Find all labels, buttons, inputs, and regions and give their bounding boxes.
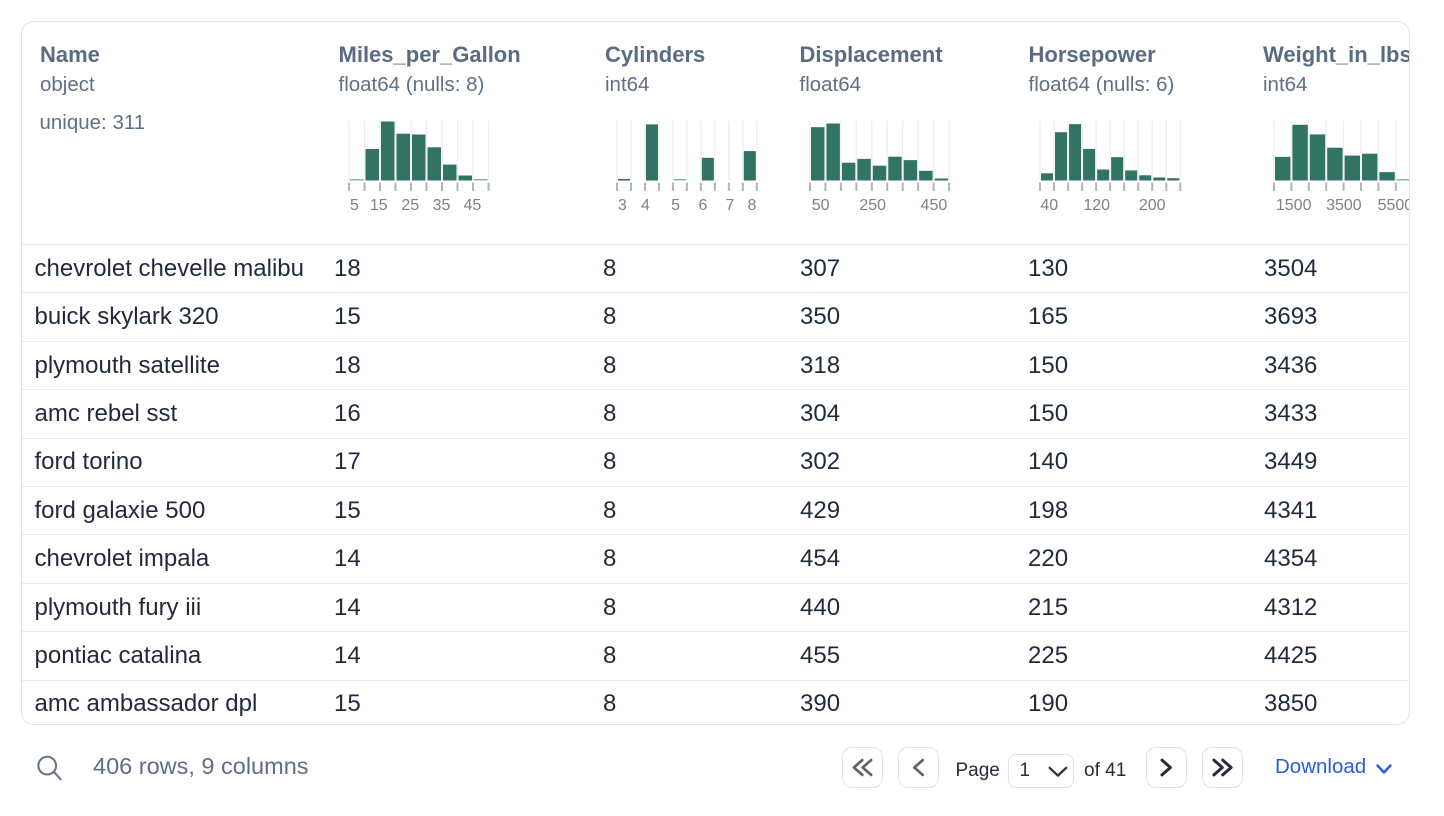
svg-text:5: 5 xyxy=(350,196,359,213)
svg-text:3500: 3500 xyxy=(1327,196,1363,213)
svg-text:200: 200 xyxy=(1139,196,1166,213)
svg-text:7: 7 xyxy=(726,196,735,213)
svg-text:40: 40 xyxy=(1040,196,1058,213)
svg-text:45: 45 xyxy=(463,196,481,213)
svg-text:4: 4 xyxy=(641,196,650,213)
svg-text:120: 120 xyxy=(1083,196,1110,213)
svg-text:35: 35 xyxy=(432,196,450,213)
svg-text:5500: 5500 xyxy=(1378,196,1409,213)
svg-text:5: 5 xyxy=(671,196,680,213)
svg-text:250: 250 xyxy=(859,196,886,213)
svg-text:25: 25 xyxy=(401,196,419,213)
svg-text:450: 450 xyxy=(921,196,948,213)
svg-text:50: 50 xyxy=(812,196,830,213)
svg-text:15: 15 xyxy=(370,196,388,213)
svg-text:3: 3 xyxy=(618,196,627,213)
svg-text:1500: 1500 xyxy=(1276,196,1312,213)
svg-text:6: 6 xyxy=(699,196,708,213)
svg-text:8: 8 xyxy=(748,196,757,213)
